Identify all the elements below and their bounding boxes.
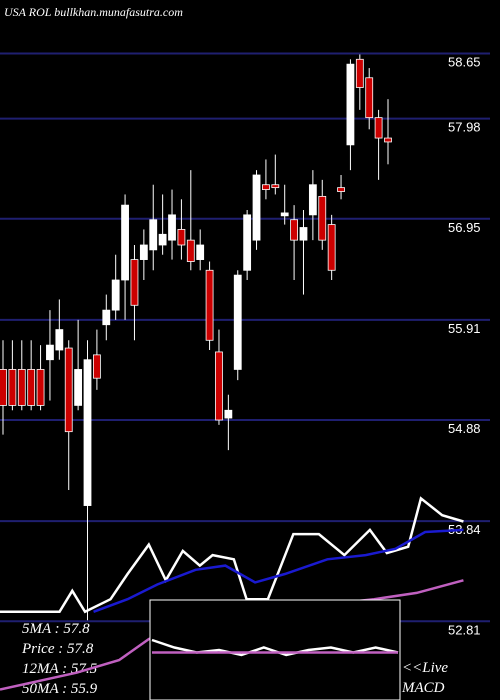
candle-body [177, 229, 186, 246]
legend-label: 50MA : 55.9 [22, 681, 98, 697]
candle-body [168, 214, 176, 241]
candle-body [290, 219, 298, 241]
candle-body [196, 244, 205, 260]
candle-body [215, 351, 223, 421]
y-tick-label: 58.65 [448, 54, 481, 69]
candle-body [262, 184, 270, 190]
legend-label: 5MA : 57.8 [22, 621, 90, 637]
candle-body [46, 344, 54, 361]
candle-body [280, 212, 289, 217]
candle-body [55, 329, 64, 351]
candle-body [158, 233, 167, 246]
legend-label: Price : 57.8 [21, 641, 94, 657]
candle-body [271, 184, 280, 189]
candle-body [243, 214, 252, 271]
candle-body [346, 63, 355, 146]
candle-body [121, 204, 129, 281]
candle-body [17, 369, 26, 406]
candle-body [252, 174, 261, 241]
y-tick-label: 57.98 [448, 120, 481, 135]
candle-body [8, 369, 17, 406]
candle-body [233, 274, 242, 370]
candle-body [83, 359, 92, 506]
candle-body [384, 137, 392, 143]
candle-body [64, 347, 73, 433]
indicator-line [93, 528, 464, 613]
y-tick-label: 53.84 [448, 522, 481, 537]
y-tick-label: 52.81 [448, 622, 481, 637]
candle-body [224, 409, 233, 419]
indicator-line [0, 496, 464, 614]
candle-body [149, 219, 158, 251]
candle-body [308, 184, 317, 216]
candle-body [93, 354, 101, 379]
macd-label: MACD [401, 680, 445, 696]
candle-body [318, 195, 327, 241]
candle-body [130, 259, 139, 306]
candle-body [299, 227, 308, 241]
candle-body [337, 187, 345, 192]
candle-body [36, 369, 45, 406]
candle-body [102, 309, 111, 326]
candle-body [27, 369, 36, 406]
candle-body [186, 239, 195, 262]
candle-body [355, 58, 364, 88]
y-tick-label: 55.91 [448, 321, 481, 336]
candle-body [139, 244, 148, 260]
macd-label: <<Live [402, 660, 448, 676]
candle-body [374, 117, 383, 139]
y-tick-label: 56.95 [448, 220, 481, 235]
y-tick-label: 54.88 [448, 421, 481, 436]
candle-body [365, 77, 374, 119]
candle-body [205, 269, 214, 341]
chart-title: USA ROL bullkhan.munafasutra.com [4, 5, 183, 19]
candle-body [111, 279, 120, 311]
candle-body [327, 224, 336, 271]
candle-body [0, 369, 7, 406]
candle-body [74, 369, 83, 406]
